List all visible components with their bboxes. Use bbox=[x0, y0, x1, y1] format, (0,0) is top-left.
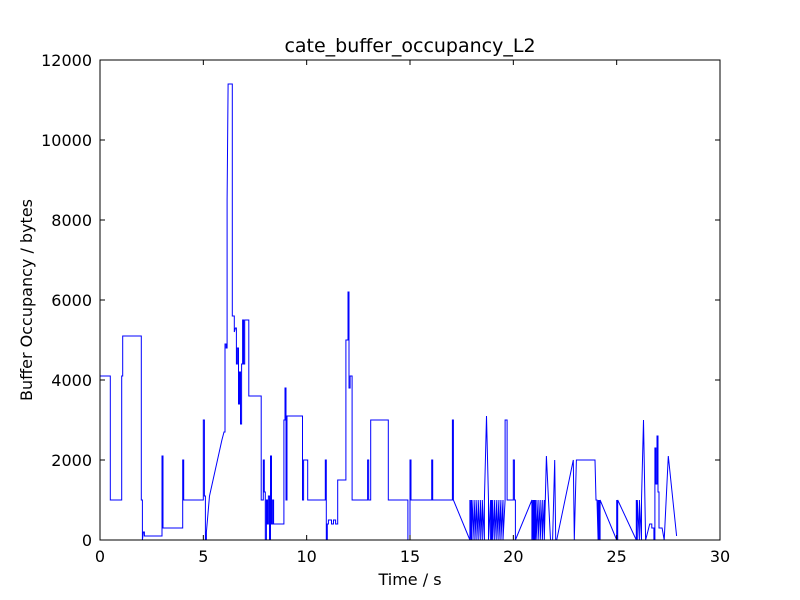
x-tick-label: 30 bbox=[710, 547, 730, 566]
tick-layer: 0 5 10 15 20 25 30 0 2000 4000 6000 8000 10000 12000 bbox=[41, 51, 730, 566]
x-tick-label: 10 bbox=[296, 547, 316, 566]
x-tick-label: 25 bbox=[606, 547, 626, 566]
y-tick-label: 12000 bbox=[41, 51, 92, 70]
plot-frame bbox=[99, 59, 721, 541]
y-tick-label: 4000 bbox=[51, 371, 92, 390]
y-tick-label: 10000 bbox=[41, 131, 92, 150]
chart-title: cate_buffer_occupancy_L2 bbox=[284, 35, 535, 57]
x-tick-label: 15 bbox=[400, 547, 420, 566]
y-tick-label: 0 bbox=[82, 531, 92, 550]
x-tick-label: 5 bbox=[198, 547, 208, 566]
y-tick-label: 8000 bbox=[51, 211, 92, 230]
x-tick-label: 20 bbox=[503, 547, 523, 566]
y-tick-label: 2000 bbox=[51, 451, 92, 470]
x-tick-label: 0 bbox=[95, 547, 105, 566]
x-axis-label: Time / s bbox=[377, 570, 441, 589]
y-tick-label: 6000 bbox=[51, 291, 92, 310]
y-axis-label: Buffer Occupancy / bytes bbox=[17, 199, 36, 401]
